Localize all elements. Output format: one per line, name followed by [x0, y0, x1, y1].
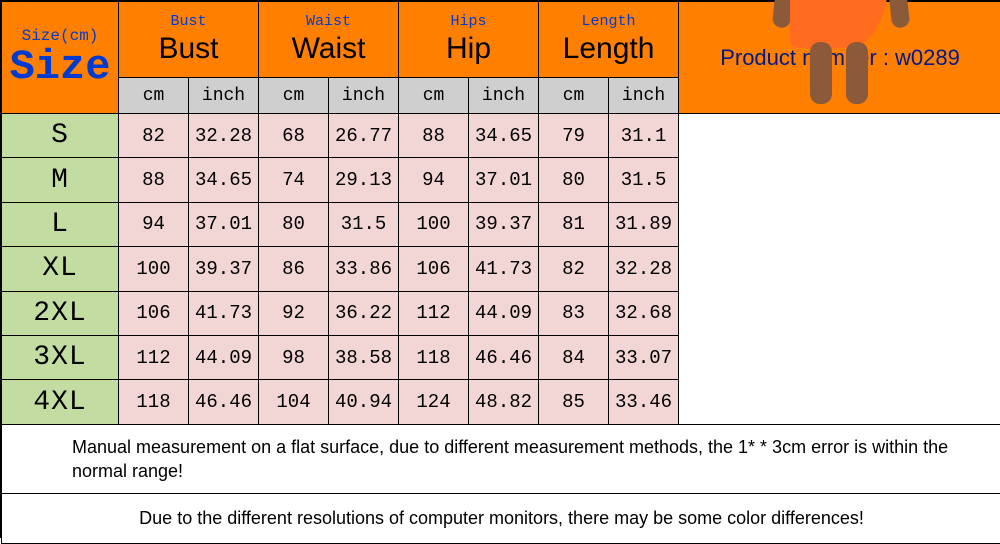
bust-header-small: Bust — [119, 13, 258, 31]
size-label: 4XL — [2, 380, 119, 424]
size-header: Size(cm) Size — [2, 2, 119, 114]
bust-unit-inch: inch — [189, 78, 259, 114]
waist-unit-cm: cm — [259, 78, 329, 114]
size-chart: Size(cm) Size Bust Bust Waist Waist Hips… — [0, 0, 1000, 538]
waist-unit-inch: inch — [329, 78, 399, 114]
hip-header-big: Hip — [399, 31, 538, 67]
bust-in: 32.28 — [189, 114, 259, 158]
product-photo — [679, 114, 1000, 425]
length-unit-cm: cm — [539, 78, 609, 114]
note-1: Manual measurement on a flat surface, du… — [2, 424, 1000, 494]
waist-header-big: Waist — [259, 31, 398, 67]
size-header-big: Size — [2, 46, 118, 88]
hip-unit-inch: inch — [469, 78, 539, 114]
hip-cm: 88 — [399, 114, 469, 158]
len-in: 31.1 — [609, 114, 679, 158]
note-2: Due to the different resolutions of comp… — [2, 494, 1000, 544]
size-label: S — [2, 114, 119, 158]
length-header: Length Length — [539, 2, 679, 78]
note-row-1: Manual measurement on a flat surface, du… — [2, 424, 1000, 494]
size-label: XL — [2, 247, 119, 291]
size-label: 2XL — [2, 291, 119, 335]
hip-header-small: Hips — [399, 13, 538, 31]
size-label: M — [2, 158, 119, 202]
bust-header-big: Bust — [119, 31, 258, 67]
bust-unit-cm: cm — [119, 78, 189, 114]
table-row: S 82 32.28 68 26.77 88 34.65 79 31.1 — [2, 114, 1000, 158]
length-header-small: Length — [539, 13, 678, 31]
length-unit-inch: inch — [609, 78, 679, 114]
bust-cm: 82 — [119, 114, 189, 158]
note-row-2: Due to the different resolutions of comp… — [2, 494, 1000, 544]
len-cm: 79 — [539, 114, 609, 158]
hip-in: 34.65 — [469, 114, 539, 158]
waist-in: 26.77 — [329, 114, 399, 158]
size-label: L — [2, 202, 119, 246]
bust-header: Bust Bust — [119, 2, 259, 78]
waist-header-small: Waist — [259, 13, 398, 31]
size-table: Size(cm) Size Bust Bust Waist Waist Hips… — [1, 1, 1000, 544]
waist-header: Waist Waist — [259, 2, 399, 78]
hip-header: Hips Hip — [399, 2, 539, 78]
length-header-big: Length — [539, 31, 678, 67]
size-label: 3XL — [2, 335, 119, 379]
hip-unit-cm: cm — [399, 78, 469, 114]
waist-cm: 68 — [259, 114, 329, 158]
